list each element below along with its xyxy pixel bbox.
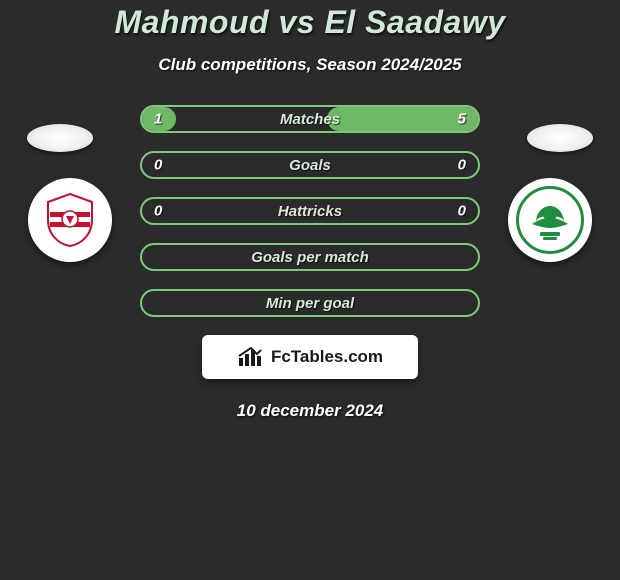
comparison-card: Mahmoud vs El Saadawy Club competitions,… (0, 0, 620, 421)
stat-value-left: 0 (154, 203, 162, 220)
stat-label: Goals (289, 157, 331, 174)
right-flag-icon (527, 124, 593, 152)
stat-label: Min per goal (266, 295, 354, 312)
right-club-badge (508, 178, 592, 262)
stat-value-right: 0 (458, 203, 466, 220)
stat-rows: 1 5 Matches 0 0 Goals 0 0 Hattricks Goals per mat… (140, 105, 480, 317)
stat-value-right: 0 (458, 157, 466, 174)
bar-chart-icon (237, 346, 265, 368)
stat-row: Goals per match (140, 243, 480, 271)
stat-row: 1 5 Matches (140, 105, 480, 133)
stat-row: Min per goal (140, 289, 480, 317)
stat-row: 0 0 Goals (140, 151, 480, 179)
page-title: Mahmoud vs El Saadawy (0, 4, 620, 41)
stat-value-left: 1 (154, 111, 162, 128)
brand-text: FcTables.com (271, 347, 383, 367)
zamalek-logo-icon (40, 190, 100, 250)
stat-label: Goals per match (251, 249, 369, 266)
subtitle: Club competitions, Season 2024/2025 (0, 55, 620, 75)
left-club-badge (28, 178, 112, 262)
stat-label: Hattricks (278, 203, 342, 220)
almasry-logo-icon (526, 196, 574, 244)
left-flag-icon (27, 124, 93, 152)
stat-label: Matches (280, 111, 340, 128)
brand-badge[interactable]: FcTables.com (202, 335, 418, 379)
stat-row: 0 0 Hattricks (140, 197, 480, 225)
stat-value-left: 0 (154, 157, 162, 174)
stat-fill-right (327, 107, 478, 131)
date-text: 10 december 2024 (0, 401, 620, 421)
stat-value-right: 5 (458, 111, 466, 128)
